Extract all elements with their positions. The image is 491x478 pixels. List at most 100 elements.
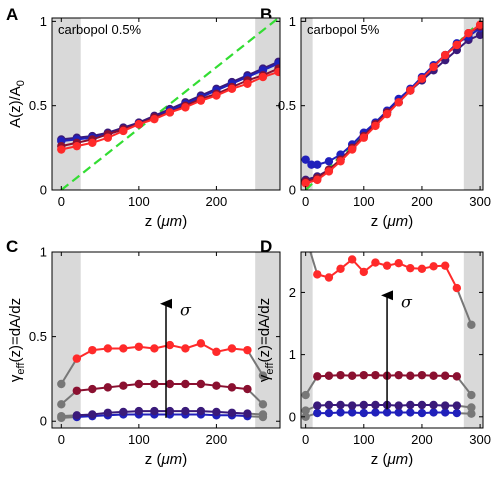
data-point-d-2-8 (394, 370, 403, 380)
data-point-a-3-3 (103, 133, 113, 142)
data-point-d-0-4 (347, 408, 357, 417)
x-tick-label-c-0: 0 (58, 432, 65, 447)
data-point-c-2-9 (196, 379, 206, 389)
series-line-c-3 (76, 342, 248, 360)
data-point-c-2-13 (258, 400, 268, 409)
series-edge-line-c-3-end (246, 349, 264, 377)
data-point-d-1-5 (359, 400, 368, 410)
y-tick-label-d-1: 1 (289, 347, 296, 362)
data-point-d-1-14 (467, 403, 476, 412)
data-point-a-3-5 (134, 120, 144, 129)
data-point-c-3-0 (57, 379, 66, 389)
series-edge-line-d-3-end (455, 287, 473, 326)
data-point-d-0-3 (336, 408, 345, 417)
y-axis-label-d: γeff(z)=dA/dz (256, 298, 276, 382)
data-point-c-3-12 (243, 345, 252, 355)
data-point-d-1-10 (417, 400, 427, 410)
data-point-c-1-10 (212, 407, 221, 417)
data-point-b-1-2 (313, 160, 322, 169)
data-point-d-1-3 (336, 400, 345, 410)
x-tick-label-b-1: 100 (353, 194, 375, 209)
data-point-c-3-4 (119, 344, 128, 353)
data-point-b-3-12 (441, 50, 450, 60)
shaded-region-c-1 (255, 252, 280, 428)
data-point-b-3-1 (313, 175, 322, 185)
data-point-b-1-1 (307, 160, 316, 169)
data-point-d-0-12 (441, 408, 450, 417)
series-d-0 (301, 408, 476, 422)
shaded-region-a-0 (52, 18, 81, 190)
data-point-d-3-7 (382, 261, 392, 270)
x-tick-label-d-3: 300 (469, 432, 491, 447)
x-axis-label-a: z (μm) (145, 213, 187, 230)
y-tick-label-a-2: 1 (40, 14, 47, 29)
data-point-a-3-6 (150, 114, 159, 124)
data-point-c-1-0 (57, 411, 66, 421)
data-point-c-2-4 (119, 381, 128, 390)
data-point-b-3-10 (417, 74, 427, 83)
series-edge-line-d-3-start (309, 252, 319, 275)
plot-area-d (301, 252, 476, 422)
axes-frame-b (300, 17, 484, 191)
data-point-d-1-13 (452, 401, 462, 410)
data-point-c-2-2 (88, 384, 97, 394)
data-point-c-1-5 (134, 406, 144, 416)
data-point-c-3-11 (227, 344, 237, 353)
data-point-c-2-5 (134, 379, 144, 389)
annotation-b: carbopol 5% (307, 22, 380, 37)
series-line-c-0 (76, 413, 248, 418)
shaded-region-d-0 (301, 252, 313, 428)
data-point-d-3-1 (313, 270, 322, 279)
data-point-a-3-11 (227, 84, 237, 94)
data-point-c-2-12 (243, 384, 252, 394)
x-tick-label-a-2: 200 (206, 194, 228, 209)
data-point-b-3-2 (324, 167, 334, 176)
series-d-2 (301, 370, 476, 400)
data-point-d-0-8 (394, 408, 403, 417)
data-point-d-1-9 (406, 400, 415, 410)
x-tick-label-c-1: 100 (128, 432, 150, 447)
series-c-3 (57, 339, 268, 389)
data-point-c-1-12 (243, 409, 252, 418)
data-point-b-3-13 (452, 40, 462, 50)
y-tick-label-a-1: 0.5 (29, 98, 47, 113)
data-point-d-0-1 (313, 408, 322, 418)
data-point-c-1-2 (88, 410, 97, 419)
data-point-d-0-7 (382, 408, 392, 417)
data-point-d-2-2 (324, 371, 334, 380)
series-line-c-2 (76, 383, 248, 392)
data-point-c-3-2 (88, 345, 97, 355)
series-d-3 (309, 252, 476, 329)
x-tick-label-a-0: 0 (58, 194, 65, 209)
data-point-a-3-14 (274, 67, 280, 77)
x-axis-label-c: z (μm) (145, 451, 187, 468)
data-point-b-3-4 (347, 145, 357, 154)
data-point-c-3-9 (196, 339, 206, 348)
data-point-b-3-11 (429, 62, 438, 72)
data-point-c-1-7 (165, 406, 175, 416)
panel-c: σ 0 100 200 0 0.5 1 z (μm) γeff(z)=dA/dz (7, 245, 281, 468)
data-point-d-0-5 (359, 408, 368, 418)
data-point-d-3-13 (452, 283, 462, 293)
series-b-3 (301, 20, 483, 188)
data-point-d-1-4 (347, 401, 357, 410)
series-edge-line-c-3-start (60, 358, 78, 385)
panel-a: carbopol 0.5% 0 100 200 0 0.5 1 z (μm) A(z)/A0 (7, 14, 281, 230)
data-point-c-1-3 (103, 408, 113, 417)
data-point-d-2-10 (417, 370, 427, 380)
data-point-d-0-11 (429, 408, 438, 417)
data-point-d-3-5 (359, 267, 368, 277)
y-tick-label-c-2: 1 (40, 245, 47, 260)
data-point-c-2-11 (227, 383, 237, 392)
data-point-c-2-7 (165, 379, 175, 389)
series-line-b-3 (305, 23, 481, 185)
data-point-a-3-9 (196, 96, 206, 105)
panel-letter-c: C (6, 237, 18, 256)
data-point-a-3-7 (165, 108, 175, 117)
data-point-d-0-2 (324, 408, 334, 418)
data-point-c-3-10 (212, 347, 221, 357)
y-tick-label-b-0: 0 (289, 183, 296, 198)
data-point-d-1-2 (324, 400, 334, 410)
data-point-d-3-12 (441, 261, 450, 270)
data-point-c-2-10 (212, 381, 221, 390)
